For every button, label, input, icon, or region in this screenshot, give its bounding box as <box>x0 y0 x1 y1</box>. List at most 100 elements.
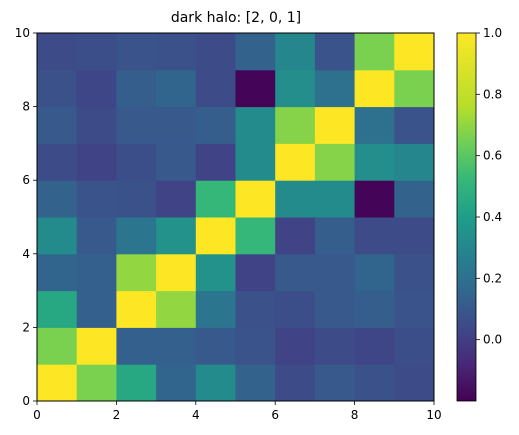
heatmap-cell-r4-c6 <box>275 217 316 255</box>
heatmap-cells <box>37 33 435 402</box>
heatmap-cell-r4-c8 <box>354 217 395 255</box>
y-tick-label: 2 <box>22 320 30 334</box>
heatmap-cell-r9-c5 <box>235 33 276 71</box>
heatmap-cell-r1-c4 <box>195 327 236 365</box>
heatmap-cell-r5-c9 <box>394 180 435 218</box>
colorbar-tick-label: 1.0 <box>483 26 502 40</box>
x-tick-label: 10 <box>426 408 441 422</box>
heatmap-cell-r8-c0 <box>37 69 78 108</box>
heatmap-cell-r8-c7 <box>314 69 356 108</box>
heatmap-cell-r2-c7 <box>314 290 356 328</box>
heatmap-cell-r6-c5 <box>235 143 276 181</box>
heatmap-cell-r7-c4 <box>195 106 236 144</box>
heatmap-cell-r3-c0 <box>37 253 78 292</box>
heatmap-cell-r9-c1 <box>76 33 117 71</box>
heatmap-cell-r7-c8 <box>354 106 395 144</box>
heatmap-cell-r3-c3 <box>156 253 197 292</box>
heatmap-cell-r6-c1 <box>76 143 117 181</box>
y-tick-label: 10 <box>15 26 30 40</box>
colorbar-tick-label: 0.2 <box>483 271 502 285</box>
heatmap-cell-r0-c2 <box>116 364 157 402</box>
heatmap-cell-r3-c5 <box>235 253 276 292</box>
colorbar-axis: 0.0 0.2 0.4 0.6 0.8 1.0 <box>476 26 502 347</box>
heatmap-cell-r8-c8 <box>354 69 395 108</box>
heatmap-cell-r6-c3 <box>156 143 197 181</box>
x-axis: 0 2 4 6 8 10 <box>33 401 442 422</box>
heatmap-cell-r4-c0 <box>37 217 78 255</box>
heatmap-cell-r8-c9 <box>394 69 435 108</box>
heatmap-cell-r9-c7 <box>314 33 356 71</box>
heatmap-cell-r4-c2 <box>116 217 157 255</box>
y-tick-label: 0 <box>22 394 30 408</box>
colorbar-tick-label: 0.8 <box>483 87 502 101</box>
y-tick-label: 4 <box>22 247 30 261</box>
heatmap-cell-r8-c5 <box>235 69 276 108</box>
heatmap-cell-r1-c6 <box>275 327 316 365</box>
colorbar-bar <box>456 32 477 402</box>
heatmap-cell-r9-c0 <box>37 33 78 71</box>
heatmap-cell-r5-c5 <box>235 180 276 218</box>
heatmap-cell-r2-c9 <box>394 290 435 328</box>
heatmap-cell-r3-c6 <box>275 253 316 292</box>
heatmap-cell-r6-c2 <box>116 143 157 181</box>
heatmap-cell-r7-c9 <box>394 106 435 144</box>
heatmap-cell-r3-c8 <box>354 253 395 292</box>
heatmap-cell-r7-c0 <box>37 106 78 144</box>
heatmap-cell-r6-c0 <box>37 143 78 181</box>
heatmap-cell-r7-c2 <box>116 106 157 144</box>
heatmap-cell-r0-c4 <box>195 364 236 402</box>
heatmap-cell-r4-c4 <box>195 217 236 255</box>
heatmap-cell-r8-c1 <box>76 69 117 108</box>
x-tick-label: 6 <box>271 408 279 422</box>
x-tick-label: 4 <box>192 408 200 422</box>
heatmap-cell-r6-c9 <box>394 143 435 181</box>
heatmap-cell-r1-c7 <box>314 327 356 365</box>
x-tick-label: 8 <box>351 408 359 422</box>
x-tick-label: 0 <box>33 408 41 422</box>
heatmap-cell-r0-c3 <box>156 364 197 402</box>
heatmap-cell-r4-c3 <box>156 217 197 255</box>
heatmap-cell-r2-c6 <box>275 290 316 328</box>
colorbar-tick-label: 0.0 <box>483 333 502 347</box>
heatmap-cell-r1-c8 <box>354 327 395 365</box>
x-tick-label: 2 <box>113 408 121 422</box>
heatmap-cell-r3-c1 <box>76 253 117 292</box>
colorbar-tick-label: 0.6 <box>483 149 502 163</box>
heatmap-cell-r9-c8 <box>354 33 395 71</box>
heatmap-cell-r2-c5 <box>235 290 276 328</box>
plot-frame <box>36 32 435 402</box>
colorbar-tick-label: 0.4 <box>483 210 502 224</box>
heatmap-cell-r4-c1 <box>76 217 117 255</box>
heatmap-cell-r4-c5 <box>235 217 276 255</box>
y-tick-label: 8 <box>22 100 30 114</box>
heatmap-cell-r5-c6 <box>275 180 316 218</box>
heatmap-cell-r4-c7 <box>314 217 356 255</box>
heatmap-cell-r6-c8 <box>354 143 395 181</box>
heatmap-cell-r7-c6 <box>275 106 316 144</box>
heatmap-cell-r5-c7 <box>314 180 356 218</box>
heatmap-cell-r2-c3 <box>156 290 197 328</box>
heatmap-cell-r7-c7 <box>314 106 356 144</box>
heatmap-cell-r5-c8 <box>354 180 395 218</box>
heatmap-cell-r9-c2 <box>116 33 157 71</box>
heatmap-cell-r4-c9 <box>394 217 435 255</box>
heatmap-cell-r8-c3 <box>156 69 197 108</box>
heatmap-cell-r9-c9 <box>394 33 435 71</box>
heatmap-cell-r6-c6 <box>275 143 316 181</box>
heatmap-cell-r9-c3 <box>156 33 197 71</box>
heatmap-cell-r6-c7 <box>314 143 356 181</box>
heatmap-cell-r5-c4 <box>195 180 236 218</box>
y-axis: 0 2 4 6 8 10 <box>15 26 37 408</box>
heatmap-cell-r5-c3 <box>156 180 197 218</box>
heatmap-cell-r8-c4 <box>195 69 236 108</box>
heatmap-cell-r0-c7 <box>314 364 356 402</box>
heatmap-cell-r8-c6 <box>275 69 316 108</box>
heatmap-cell-r2-c4 <box>195 290 236 328</box>
heatmap-cell-r1-c3 <box>156 327 197 365</box>
heatmap-cell-r0-c0 <box>37 364 78 402</box>
heatmap-cell-r3-c4 <box>195 253 236 292</box>
heatmap-cell-r1-c2 <box>116 327 157 365</box>
heatmap-cell-r0-c9 <box>394 364 435 402</box>
